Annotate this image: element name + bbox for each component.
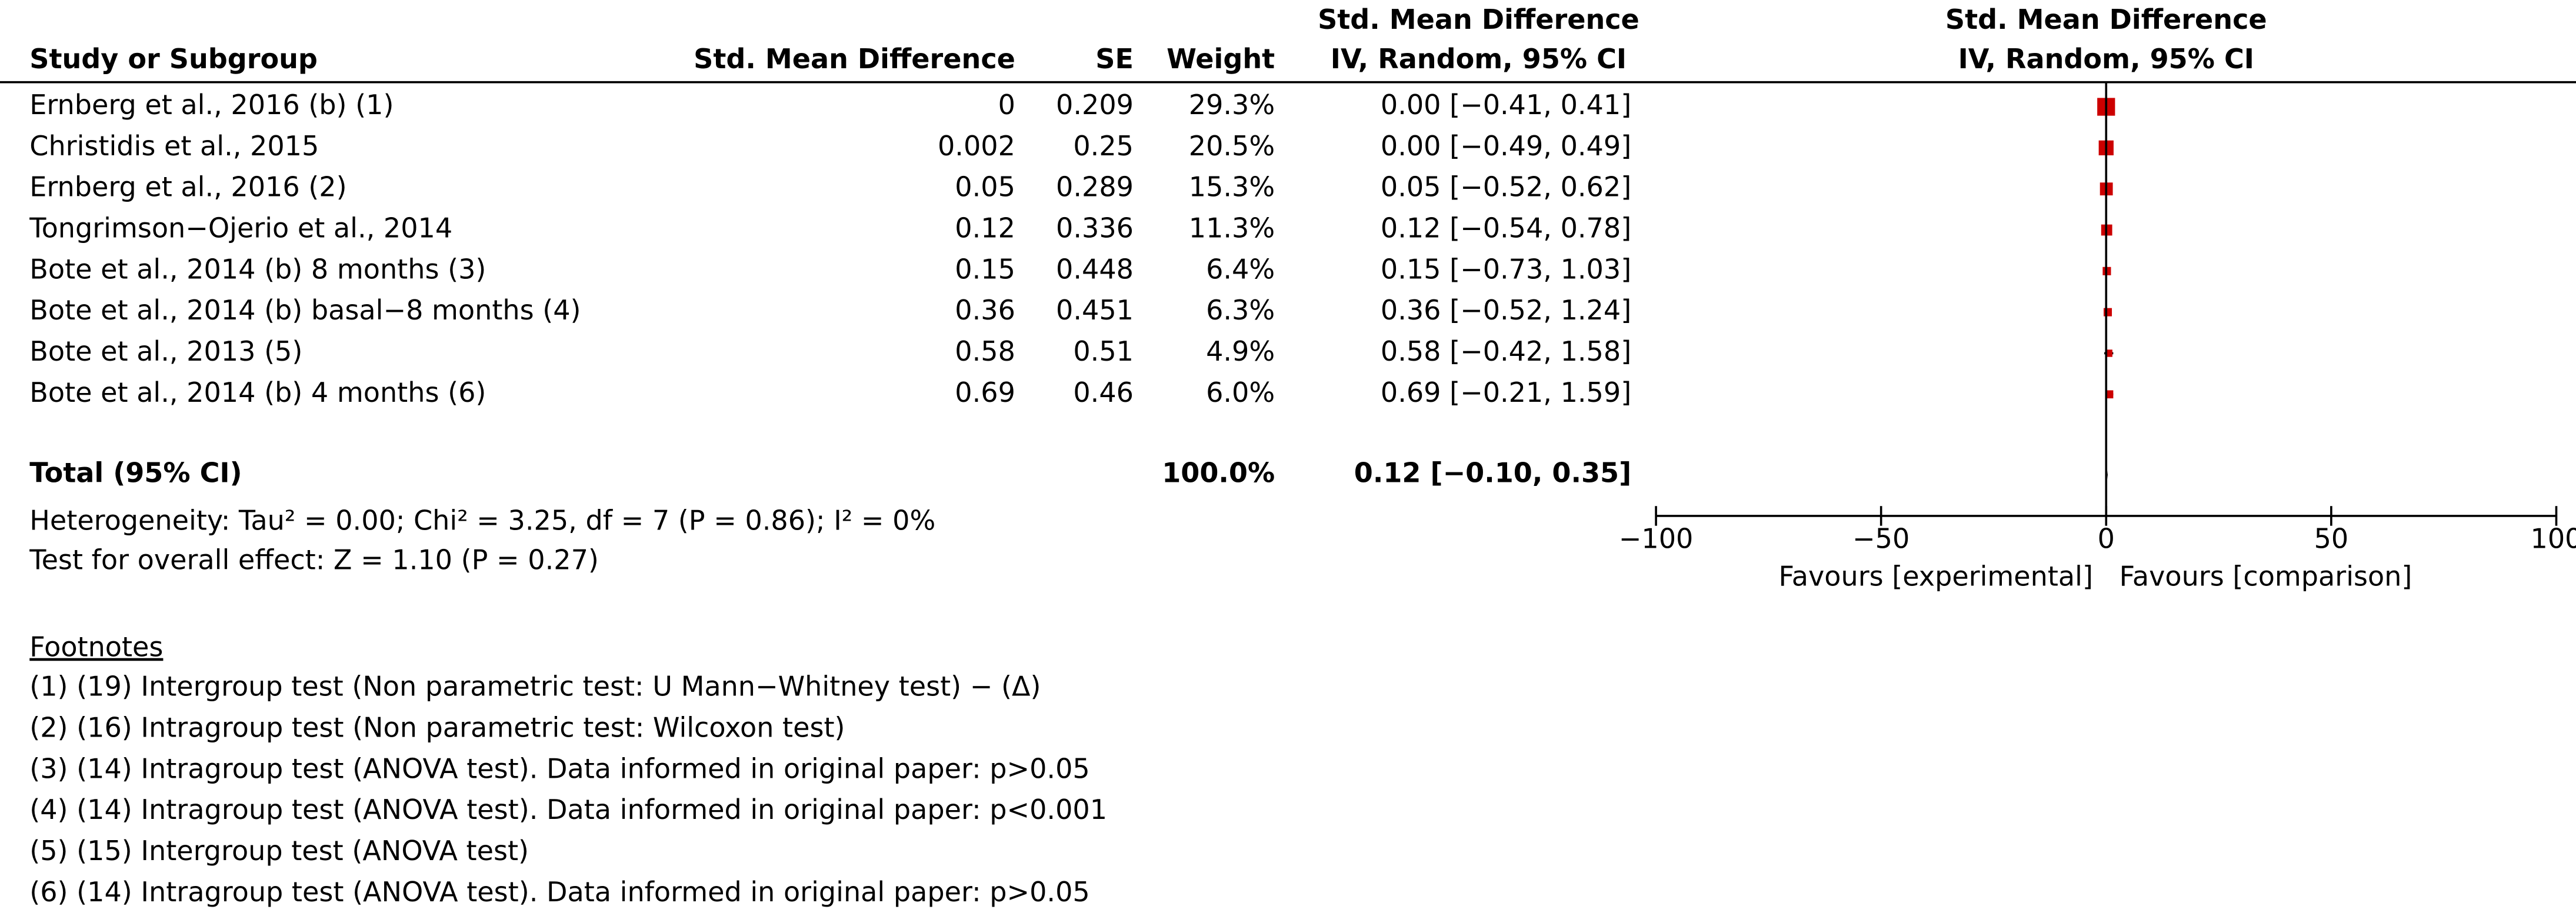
column-header: Std. Mean Difference bbox=[1945, 4, 2267, 35]
footnote: (3) (14) Intragroup test (ANOVA test). D… bbox=[29, 752, 1089, 784]
favours-right: Favours [comparison] bbox=[2120, 561, 2412, 592]
x-tick-label: −50 bbox=[1852, 522, 1909, 554]
effect-marker bbox=[2104, 308, 2112, 317]
ci-value: 0.58 [−0.42, 1.58] bbox=[1381, 335, 1631, 367]
study-name: Bote et al., 2013 (5) bbox=[29, 335, 302, 367]
smd-value: 0.69 bbox=[955, 377, 1015, 408]
weight-value: 6.0% bbox=[1206, 377, 1275, 408]
ci-value: 0.15 [−0.73, 1.03] bbox=[1381, 253, 1631, 285]
weight-value: 4.9% bbox=[1206, 335, 1275, 367]
ci-value: 0.00 [−0.49, 0.49] bbox=[1381, 130, 1631, 162]
smd-value: 0.05 bbox=[955, 171, 1015, 203]
ci-value: 0.69 [−0.21, 1.59] bbox=[1381, 377, 1631, 408]
x-tick-label: 0 bbox=[2098, 522, 2115, 554]
total-weight: 100.0% bbox=[1162, 457, 1275, 489]
se-value: 0.209 bbox=[1056, 89, 1134, 121]
se-value: 0.51 bbox=[1073, 335, 1134, 367]
smd-value: 0.58 bbox=[955, 335, 1015, 367]
ci-value: 0.36 [−0.52, 1.24] bbox=[1381, 294, 1631, 326]
se-value: 0.46 bbox=[1073, 377, 1134, 408]
column-header: Study or Subgroup bbox=[29, 43, 318, 75]
column-header: IV, Random, 95% CI bbox=[1958, 43, 2254, 75]
study-name: Ernberg et al., 2016 (2) bbox=[29, 171, 346, 203]
footnotes-title: Footnotes bbox=[29, 631, 163, 663]
x-tick-label: 100 bbox=[2531, 522, 2576, 554]
column-header: IV, Random, 95% CI bbox=[1331, 43, 1627, 75]
footnote: (5) (15) Intergroup test (ANOVA test) bbox=[29, 835, 529, 867]
smd-value: 0.002 bbox=[938, 130, 1015, 162]
weight-value: 11.3% bbox=[1189, 212, 1275, 244]
weight-value: 20.5% bbox=[1189, 130, 1275, 162]
se-value: 0.336 bbox=[1056, 212, 1134, 244]
column-header: SE bbox=[1095, 43, 1134, 75]
favours-left: Favours [experimental] bbox=[1779, 561, 2093, 592]
ci-value: 0.05 [−0.52, 0.62] bbox=[1381, 171, 1631, 203]
smd-value: 0 bbox=[998, 89, 1015, 121]
se-value: 0.25 bbox=[1073, 130, 1134, 162]
column-header: Std. Mean Difference bbox=[1318, 4, 1639, 35]
x-tick-label: −100 bbox=[1619, 522, 1694, 554]
ci-value: 0.00 [−0.41, 0.41] bbox=[1381, 89, 1631, 121]
overall-effect: Test for overall effect: Z = 1.10 (P = 0… bbox=[29, 544, 599, 576]
weight-value: 6.3% bbox=[1206, 294, 1275, 326]
se-value: 0.451 bbox=[1056, 294, 1134, 326]
se-value: 0.289 bbox=[1056, 171, 1134, 203]
study-name: Bote et al., 2014 (b) basal−8 months (4) bbox=[29, 294, 581, 326]
weight-value: 15.3% bbox=[1189, 171, 1275, 203]
study-name: Tongrimson−Ojerio et al., 2014 bbox=[29, 212, 452, 244]
smd-value: 0.36 bbox=[955, 294, 1015, 326]
heterogeneity: Heterogeneity: Tau² = 0.00; Chi² = 3.25,… bbox=[29, 505, 935, 537]
column-header: Std. Mean Difference bbox=[694, 43, 1015, 75]
footnote: (4) (14) Intragroup test (ANOVA test). D… bbox=[29, 794, 1107, 825]
smd-value: 0.15 bbox=[955, 253, 1015, 285]
study-name: Ernberg et al., 2016 (b) (1) bbox=[29, 89, 394, 121]
se-value: 0.448 bbox=[1056, 253, 1134, 285]
ci-value: 0.12 [−0.54, 0.78] bbox=[1381, 212, 1631, 244]
footnote: (2) (16) Intragroup test (Non parametric… bbox=[29, 711, 845, 743]
total-ci: 0.12 [−0.10, 0.35] bbox=[1354, 457, 1631, 489]
study-name: Bote et al., 2014 (b) 8 months (3) bbox=[29, 253, 486, 285]
study-name: Bote et al., 2014 (b) 4 months (6) bbox=[29, 377, 486, 408]
x-tick-label: 50 bbox=[2314, 522, 2349, 554]
smd-value: 0.12 bbox=[955, 212, 1015, 244]
weight-value: 29.3% bbox=[1189, 89, 1275, 121]
footnote: (6) (14) Intragroup test (ANOVA test). D… bbox=[29, 876, 1089, 908]
column-header: Weight bbox=[1167, 43, 1275, 75]
footnote: (1) (19) Intergroup test (Non parametric… bbox=[29, 671, 1041, 702]
effect-marker bbox=[2105, 390, 2114, 399]
study-name: Christidis et al., 2015 bbox=[29, 130, 319, 162]
total-label: Total (95% CI) bbox=[29, 457, 242, 489]
weight-value: 6.4% bbox=[1206, 253, 1275, 285]
